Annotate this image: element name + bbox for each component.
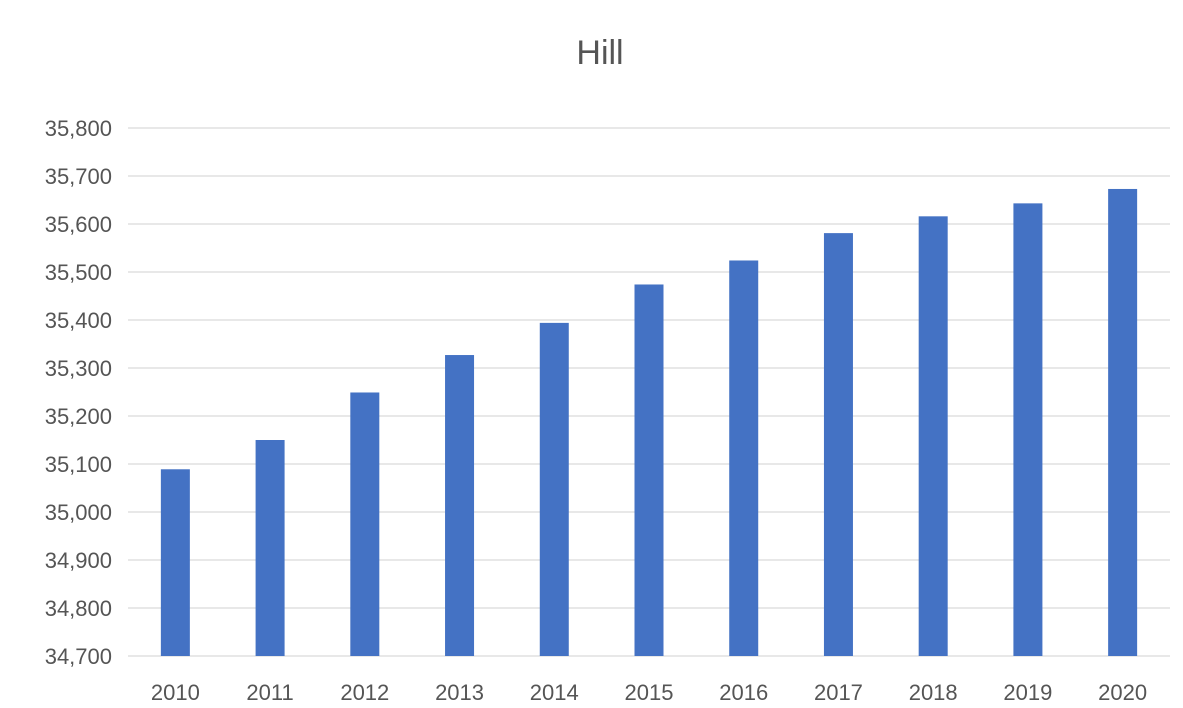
x-tick-label: 2014 [530, 680, 579, 705]
x-tick-label: 2016 [719, 680, 768, 705]
bar-2015 [634, 284, 664, 656]
x-tick-label: 2010 [151, 680, 200, 705]
y-tick-label: 34,700 [45, 644, 112, 669]
bar-2010 [160, 469, 190, 656]
y-tick-label: 35,500 [45, 260, 112, 285]
x-tick-label: 2017 [814, 680, 863, 705]
bar-2019 [1013, 203, 1043, 657]
x-tick-label: 2015 [625, 680, 674, 705]
bar-2020 [1108, 188, 1138, 656]
y-tick-label: 35,400 [45, 308, 112, 333]
x-tick-label: 2013 [435, 680, 484, 705]
x-tick-label: 2011 [246, 680, 293, 705]
x-tick-label: 2018 [909, 680, 958, 705]
y-tick-label: 35,100 [45, 452, 112, 477]
chart-title: Hill [576, 34, 624, 72]
bar-2016 [729, 260, 759, 656]
x-tick-label: 2012 [340, 680, 389, 705]
y-tick-label: 34,800 [45, 596, 112, 621]
bar-2013 [445, 355, 475, 656]
y-tick-label: 35,000 [45, 500, 112, 525]
bar-2011 [255, 440, 285, 656]
y-tick-label: 35,700 [45, 164, 112, 189]
y-tick-label: 35,200 [45, 404, 112, 429]
y-tick-label: 35,800 [45, 116, 112, 141]
bar-2017 [823, 233, 853, 656]
bar-2014 [539, 322, 569, 656]
y-tick-label: 35,300 [45, 356, 112, 381]
bar-2018 [918, 216, 948, 656]
x-tick-label: 2019 [1003, 680, 1052, 705]
bar-2012 [350, 392, 380, 656]
y-tick-label: 34,900 [45, 548, 112, 573]
x-tick-label: 2020 [1098, 680, 1147, 705]
y-tick-label: 35,600 [45, 212, 112, 237]
